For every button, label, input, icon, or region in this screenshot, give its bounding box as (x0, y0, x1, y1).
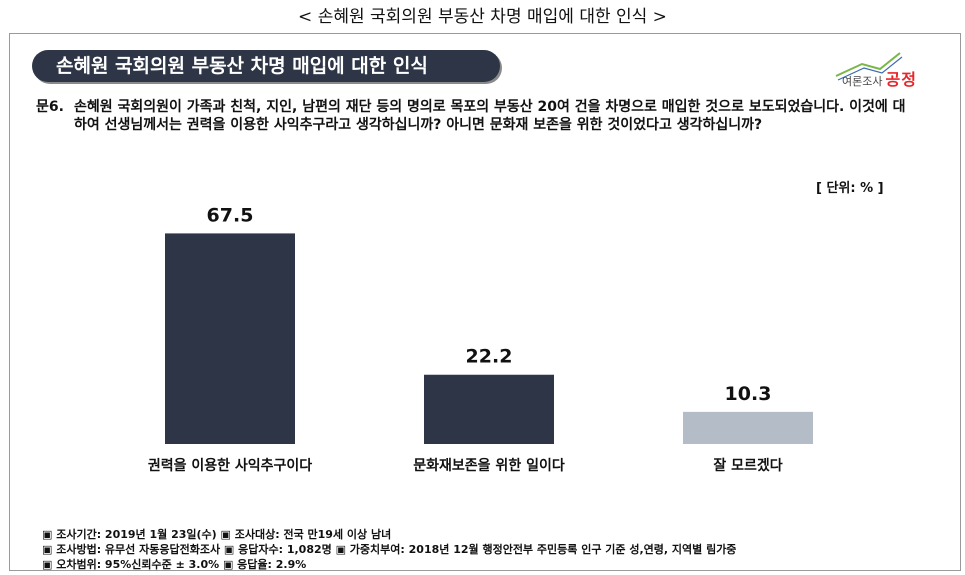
category-label-2: 문화재보존을 위한 일이다 (413, 457, 565, 474)
bar-3 (683, 411, 813, 444)
logo-graphic (835, 52, 903, 81)
question: 문6. 손혜원 국회의원이 가족과 친척, 지인, 남편의 재단 등의 명의로 … (36, 98, 916, 134)
chart-frame (9, 33, 961, 571)
bar-1 (165, 233, 295, 444)
data-label-1: 67.5 (207, 204, 254, 226)
logo-brand: 공정 (885, 70, 917, 89)
panel-title: 손혜원 국회의원 부동산 차명 매입에 대한 인식 (32, 50, 500, 82)
data-label-2: 22.2 (466, 346, 513, 368)
unit-label: [ 단위: % ] (816, 181, 884, 196)
footnote-1: ▣ 조사기간: 2019년 1월 23일(수) ▣ 조사대상: 전국 만19세 … (42, 528, 392, 541)
footnote-3: ▣ 오차범위: 95%신뢰수준 ± 3.0% ▣ 응답율: 2.9% (42, 558, 307, 571)
logo-sub: 여론조사 (842, 75, 883, 88)
question-text: 손혜원 국회의원이 가족과 친척, 지인, 남편의 재단 등의 명의로 목포의 … (74, 99, 906, 133)
logo-line-icon (835, 52, 901, 77)
outer-title: < 손혜원 국회의원 부동산 차명 매입에 대한 인식 > (298, 7, 667, 27)
category-label-1: 권력을 이용한 사익추구이다 (148, 457, 312, 474)
footnote-2: ▣ 조사방법: 유무선 자동응답전화조사 ▣ 응답자수: 1,082명 ▣ 가중… (42, 543, 737, 556)
question-label: 문6. (36, 99, 64, 115)
logo-text: 여론조사 공정 (842, 66, 917, 90)
category-label-3: 잘 모르겠다 (713, 457, 782, 474)
data-label-3: 10.3 (725, 383, 772, 405)
bar-2 (424, 374, 554, 444)
